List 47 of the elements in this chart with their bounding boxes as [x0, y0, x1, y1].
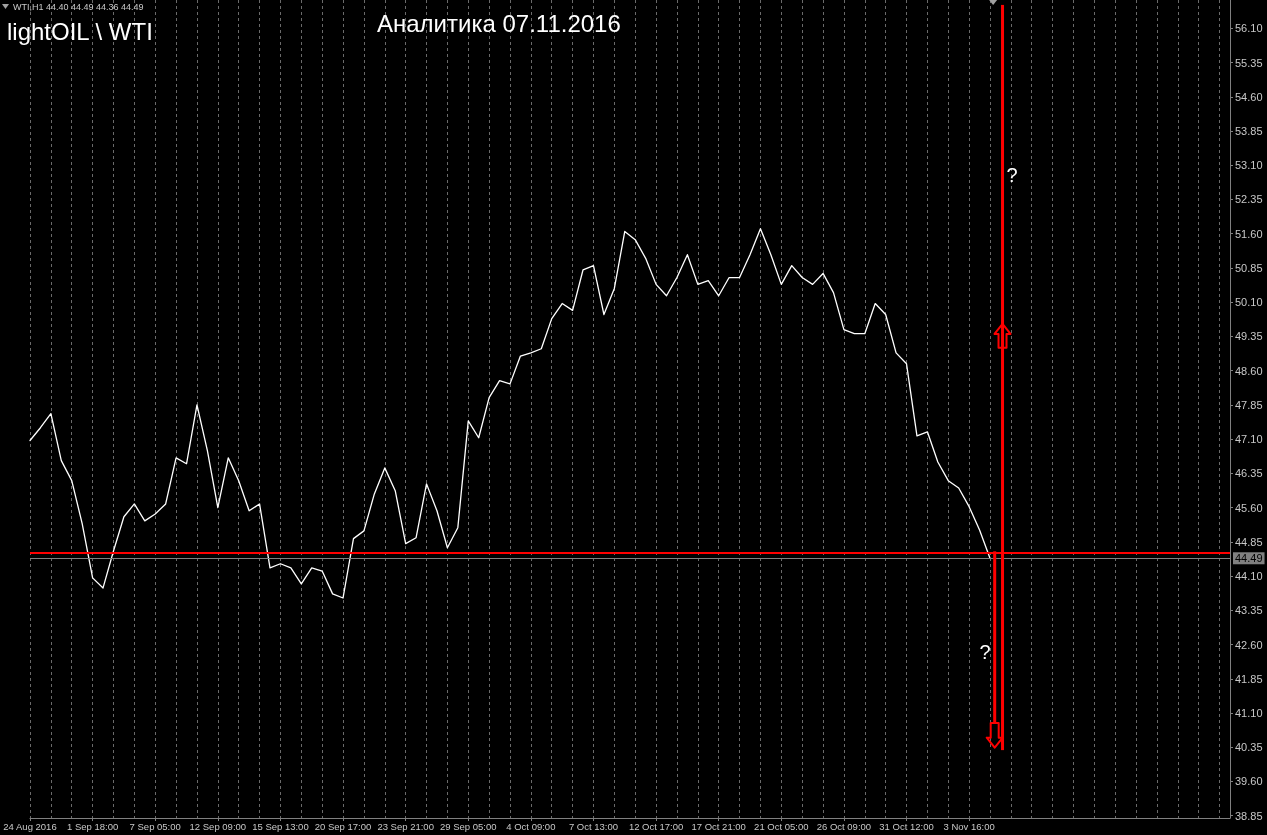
y-tick-label: 47.85	[1235, 398, 1263, 411]
chart-title: Аналитика 07.11.2016	[377, 9, 621, 37]
x-tick-label: 12 Sep 09:00	[189, 820, 247, 832]
x-tick-label: 23 Sep 21:00	[377, 820, 434, 832]
x-tick-label: 31 Oct 12:00	[879, 820, 934, 832]
x-tick-label: 7 Sep 05:00	[129, 820, 181, 832]
x-tick-label: 3 Nov 16:00	[943, 820, 995, 832]
x-tick-label: 1 Sep 18:00	[66, 820, 119, 832]
annotation: ?	[1006, 164, 1018, 187]
x-tick-label: 7 Oct 13:00	[568, 820, 619, 832]
ref-line-label: 44.49	[1235, 552, 1263, 565]
y-tick-label: 41.85	[1235, 672, 1263, 685]
y-tick-label: 44.10	[1235, 570, 1263, 583]
y-tick-label: 45.60	[1235, 501, 1263, 514]
x-tick-label: 21 Oct 05:00	[754, 820, 809, 832]
y-tick-label: 46.35	[1235, 467, 1263, 480]
annotation: WTI,H1 44.40 44.49 44.36 44.49	[13, 2, 144, 12]
y-tick-label: 53.10	[1235, 159, 1263, 172]
x-tick-label: 29 Sep 05:00	[440, 820, 497, 832]
y-tick-label: 56.10	[1235, 22, 1263, 35]
y-tick-label: 50.85	[1235, 261, 1263, 274]
x-tick-label: 15 Sep 13:00	[252, 820, 309, 832]
y-tick-label: 41.10	[1235, 707, 1263, 720]
y-tick-label: 38.85	[1235, 809, 1263, 822]
y-tick-label: 43.35	[1235, 604, 1263, 617]
y-tick-label: 54.60	[1235, 90, 1263, 103]
y-tick-label: 39.60	[1235, 775, 1263, 788]
y-tick-label: 51.60	[1235, 227, 1263, 240]
annotation: ?	[979, 640, 991, 663]
line-series	[29, 228, 991, 599]
y-tick-label: 42.60	[1235, 638, 1263, 651]
x-tick-label: 20 Sep 17:00	[314, 820, 372, 832]
y-tick-label: 40.35	[1235, 741, 1263, 754]
y-tick-label: 48.60	[1235, 364, 1263, 377]
text: lightOIL \ WTI	[7, 17, 153, 45]
y-tick-label: 47.10	[1235, 433, 1263, 446]
x-tick-label: 12 Oct 17:00	[628, 820, 684, 832]
y-tick-label: 55.35	[1235, 56, 1263, 69]
y-tick-label: 52.35	[1235, 193, 1263, 206]
y-tick-label: 53.85	[1235, 125, 1263, 138]
y-tick-label: 44.85	[1235, 535, 1263, 548]
x-tick-label: 4 Oct 09:00	[506, 820, 556, 832]
y-tick-label: 49.35	[1235, 330, 1263, 343]
x-tick-label: 17 Oct 21:00	[691, 820, 746, 832]
x-tick-label: 24 Aug 2016	[3, 820, 57, 832]
x-tick-label: 26 Oct 09:00	[816, 820, 872, 832]
y-tick-label: 50.10	[1235, 296, 1263, 309]
